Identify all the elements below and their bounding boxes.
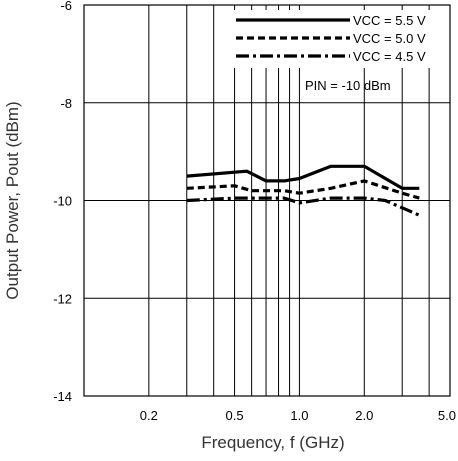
series-line-2 [186,179,420,200]
pin-annotation: PIN = -10 dBm [305,78,391,93]
y-tick-label: -6 [60,0,72,13]
plot-frame [83,4,451,397]
y-tick-label: -12 [53,291,72,306]
y-axis-label: Output Power, Pout (dBm) [3,101,22,299]
x-tick-label: 2.0 [355,408,373,423]
x-tick-label: 0.5 [226,408,244,423]
legend-label-2: VCC = 5.0 V [353,31,426,46]
x-axis-label: Frequency, f (GHz) [201,433,344,452]
series-line-3 [186,196,420,217]
x-tick-label: 5.0 [438,408,456,423]
legend-label-3: VCC = 4.5 V [353,49,426,64]
y-tick-labels: -6 -8 -10 -12 -14 [53,0,72,404]
x-tick-label: 1.0 [290,408,308,423]
series-lines [186,164,420,217]
x-tick-label: 0.2 [140,408,158,423]
legend: VCC = 5.5 V VCC = 5.0 V VCC = 4.5 V [228,10,444,68]
series-line-1 [186,164,420,190]
legend-label-1: VCC = 5.5 V [353,13,426,28]
y-tick-label: -10 [53,194,72,209]
y-tick-label: -8 [60,96,72,111]
y-tick-label: -14 [53,389,72,404]
x-tick-labels: 0.2 0.5 1.0 2.0 5.0 [140,408,456,423]
